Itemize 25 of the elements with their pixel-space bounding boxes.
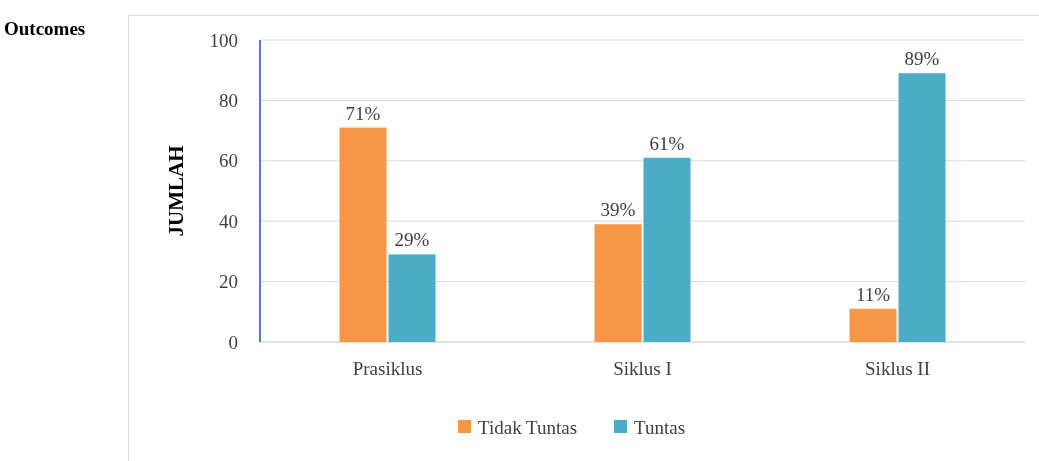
x-tick-label: Siklus I: [613, 358, 672, 379]
data-label: 29%: [394, 229, 430, 251]
data-label: 61%: [649, 132, 685, 154]
x-tick-label: Siklus II: [865, 358, 930, 379]
bar: [594, 224, 642, 342]
y-tick-label: 100: [209, 29, 238, 51]
bar: [339, 127, 387, 342]
y-tick-label: 20: [219, 271, 238, 293]
bar: [388, 254, 436, 342]
legend-label: Tuntas: [634, 416, 686, 438]
y-tick-label: 40: [219, 210, 238, 232]
data-label: 71%: [345, 102, 381, 124]
bar: [643, 157, 691, 342]
y-tick-label: 60: [219, 150, 238, 172]
text: Outcomes: [4, 18, 86, 39]
y-axis-title: JUMLAH: [164, 145, 188, 237]
x-tick-label: Prasiklus: [352, 358, 423, 379]
y-tick-label: 0: [228, 331, 238, 353]
y-tick-label: 80: [219, 90, 238, 112]
data-label: 11%: [855, 283, 891, 305]
legend-label: Tidak Tuntas: [478, 416, 578, 438]
bar: [898, 73, 946, 342]
data-label: 89%: [904, 48, 940, 70]
bar: [849, 308, 897, 342]
data-label: 39%: [600, 199, 636, 221]
